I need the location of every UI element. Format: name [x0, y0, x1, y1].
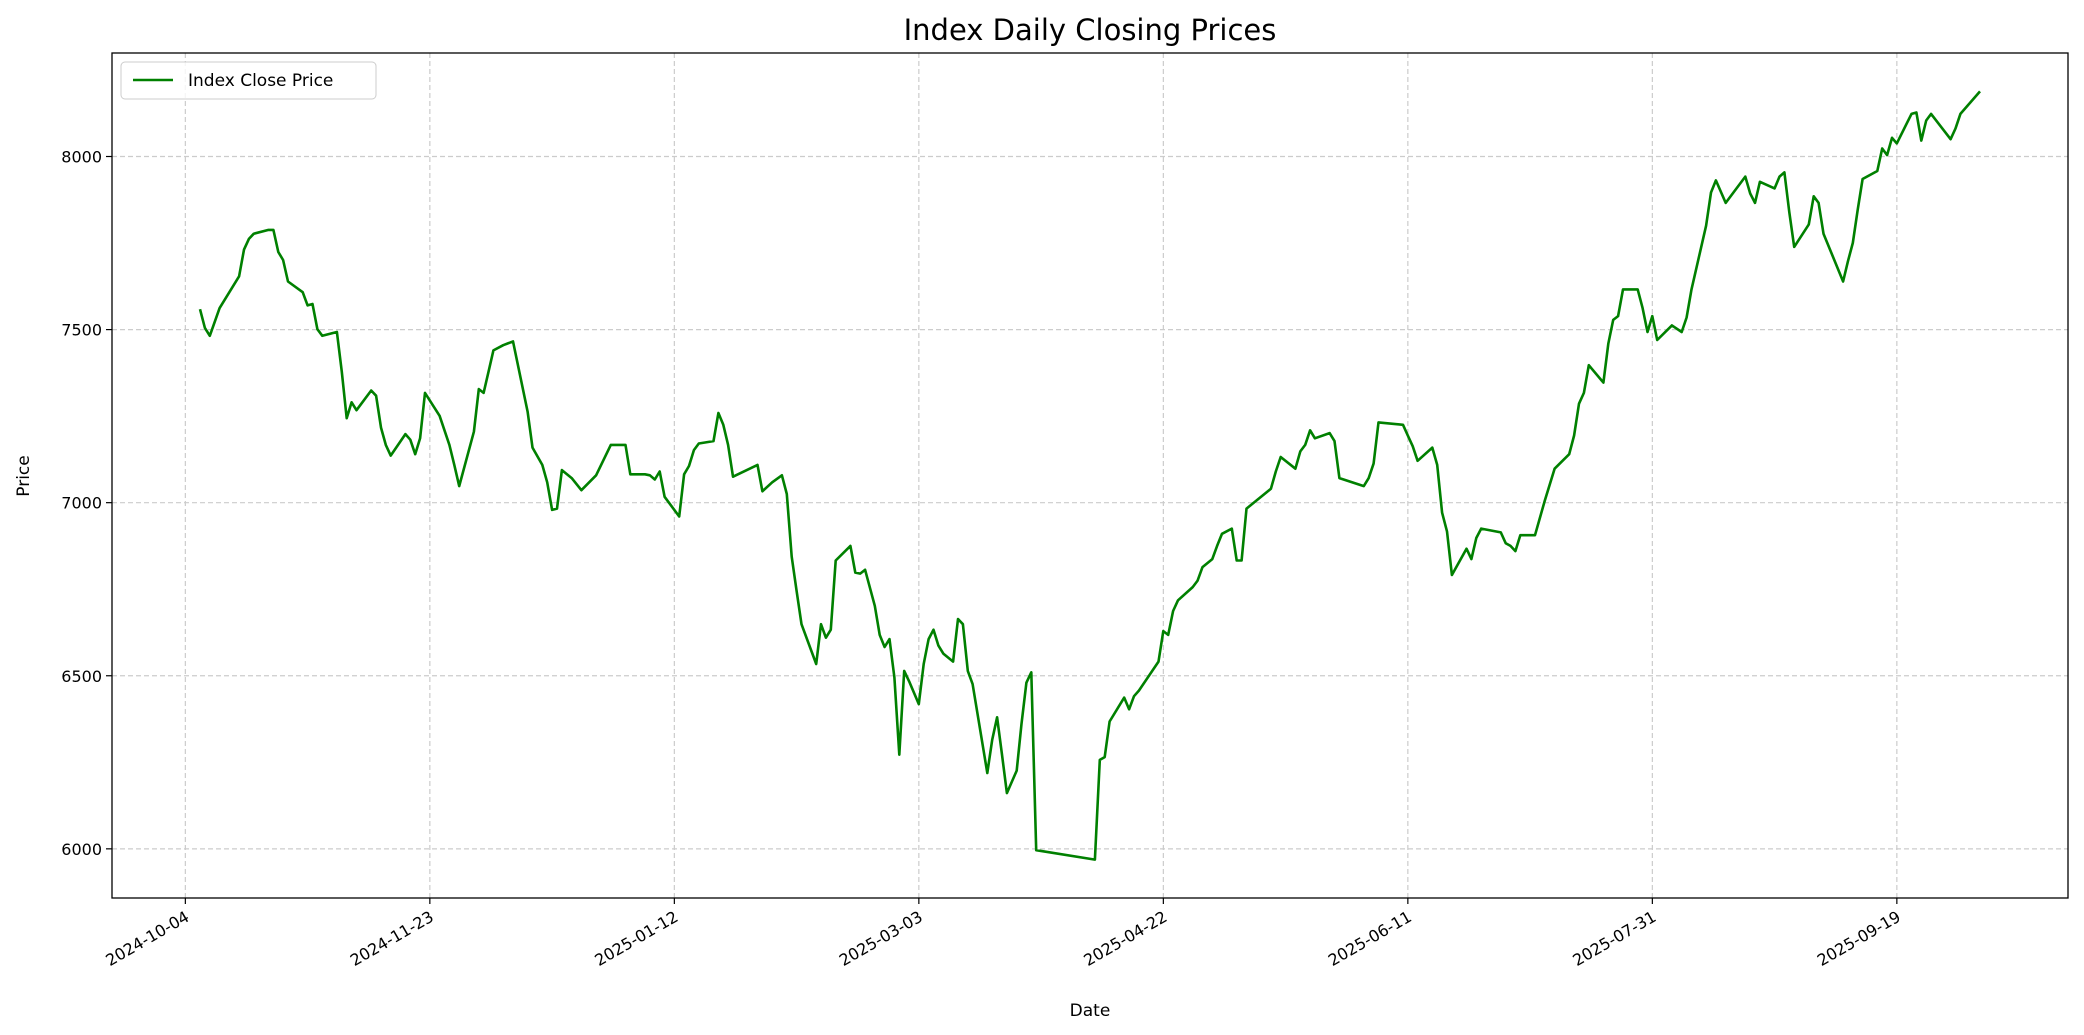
series-line-index-close-price	[198, 90, 1981, 861]
y-tick-label: 7000	[61, 494, 102, 513]
series-layer	[198, 90, 1981, 861]
plot-frame	[111, 52, 2069, 899]
legend-box	[120, 61, 377, 100]
legend: Index Close Price	[120, 61, 377, 100]
chart-title: Index Daily Closing Prices	[904, 13, 1277, 47]
y-tick-label: 6500	[61, 667, 102, 686]
x-axis-label: Date	[1070, 1001, 1111, 1021]
y-tick-label: 6000	[61, 840, 102, 859]
y-axis-label: Price	[14, 455, 34, 496]
grid-lines	[112, 53, 2068, 898]
legend-label: Index Close Price	[188, 71, 333, 91]
y-tick-label: 7500	[61, 321, 102, 340]
y-tick-label: 8000	[61, 148, 102, 167]
y-axis: 6000 6500 7000 7500 8000	[61, 148, 112, 859]
